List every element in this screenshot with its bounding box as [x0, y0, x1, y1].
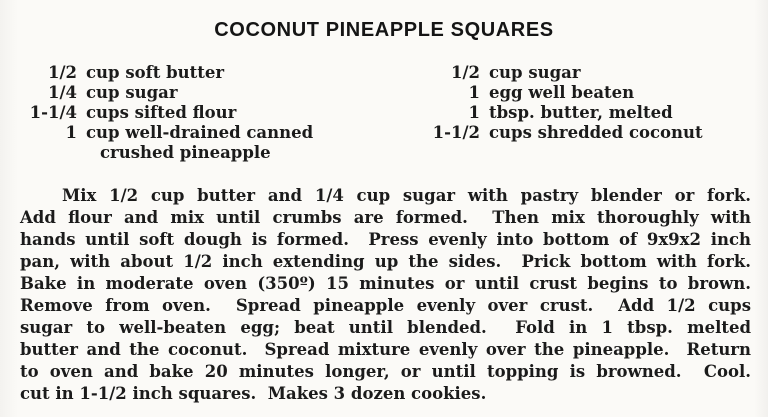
- ingredient-name: cups shredded coconut: [489, 123, 703, 142]
- instruction-line: pan, with about 1/2 inch extending up th…: [20, 252, 751, 271]
- ingredient-name: cup soft butter: [86, 63, 225, 82]
- ingredient-name: cup sugar: [86, 83, 178, 102]
- instruction-line: to oven and bake 20 minutes longer, or u…: [20, 362, 751, 381]
- ingredient-name: egg well beaten: [489, 83, 635, 102]
- ingredient-name: cup sugar: [489, 63, 581, 82]
- instruction-line: Bake in moderate oven (350º) 15 minutes …: [20, 274, 751, 293]
- ingredients-right-column: 1/2 cup sugar 1 egg well beaten 1 tbsp. …: [422, 63, 703, 143]
- ingredient-quantity: 1/2: [48, 63, 77, 82]
- ingredient-row: 1/2 cup sugar: [422, 63, 703, 83]
- ingredient-quantity: 1-1/2: [432, 123, 480, 142]
- ingredient-row: 1 cup well-drained canned: [18, 123, 314, 143]
- ingredient-quantity: 1/4: [48, 83, 77, 102]
- ingredient-quantity: [18, 143, 77, 163]
- ingredient-name: cups sifted flour: [86, 103, 237, 122]
- ingredient-quantity: 1: [65, 123, 77, 142]
- ingredients-left-column: 1/2 cup soft butter 1/4 cup sugar 1-1/4 …: [18, 63, 313, 163]
- instruction-line: butter and the coconut. Spread mixture e…: [20, 340, 751, 359]
- ingredient-row: 1-1/2 cups shredded coconut: [422, 123, 703, 143]
- instruction-line: sugar to well-beaten egg; beat until ble…: [20, 318, 751, 337]
- ingredient-quantity: 1: [468, 83, 480, 102]
- ingredient-quantity: 1-1/4: [29, 103, 77, 122]
- ingredient-row-continuation: crushed pineapple: [18, 143, 313, 163]
- ingredient-row: 1/4 cup sugar: [18, 83, 313, 103]
- ingredient-row: 1 tbsp. butter, melted: [422, 103, 703, 123]
- ingredient-quantity: 1: [468, 103, 480, 122]
- instruction-line: cut in 1-1/2 inch squares. Makes 3 dozen…: [20, 384, 487, 403]
- ingredient-name: cup well-drained canned: [86, 123, 314, 142]
- ingredient-quantity: 1/2: [451, 63, 480, 82]
- ingredient-name: tbsp. butter, melted: [489, 103, 673, 122]
- instruction-line: hands until soft dough is formed. Press …: [20, 230, 751, 249]
- instructions-paragraph: Mix 1/2 cup butter and 1/4 cup sugar wit…: [20, 185, 751, 405]
- recipe-title: COCONUT PINEAPPLE SQUARES: [214, 19, 554, 41]
- instruction-line: Add flour and mix until crumbs are forme…: [20, 208, 751, 227]
- ingredient-row: 1-1/4 cups sifted flour: [18, 103, 313, 123]
- instruction-line: Mix 1/2 cup butter and 1/4 cup sugar wit…: [62, 186, 751, 205]
- ingredient-name: crushed pineapple: [100, 143, 271, 162]
- instruction-line: Remove from oven. Spread pineapple evenl…: [20, 296, 751, 315]
- ingredient-row: 1 egg well beaten: [422, 83, 703, 103]
- ingredient-row: 1/2 cup soft butter: [18, 63, 313, 83]
